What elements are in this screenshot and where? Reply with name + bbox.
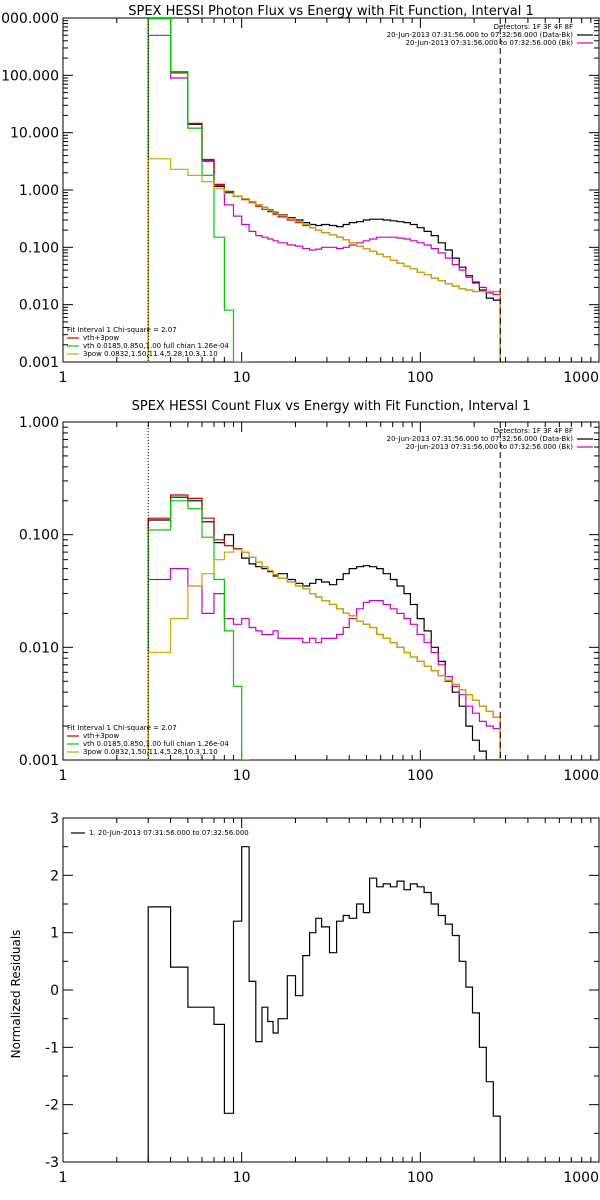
legend-bottom-left-label: 3pow 0.0832,1.50,11.4,5.28,10.3,1.10 bbox=[83, 748, 218, 756]
x-tick-label: 100 bbox=[407, 768, 434, 784]
y-tick-label: 1 bbox=[50, 926, 59, 942]
x-tick-label: 1 bbox=[59, 370, 68, 386]
x-tick-label: 1000 bbox=[563, 768, 599, 784]
count-flux-panel: SPEX HESSI Count Flux vs Energy with Fit… bbox=[19, 399, 600, 784]
x-tick-label: 100 bbox=[407, 1170, 434, 1186]
series-residuals bbox=[147, 846, 501, 1162]
legend-bottom-left-label: vth 0.0185,0.850,1.00 full chian 1.26e-0… bbox=[83, 740, 229, 748]
residuals-y-label: Normalized Residuals bbox=[9, 930, 23, 1059]
y-tick-label: 1.000 bbox=[19, 183, 59, 199]
y-tick-label: 10.000 bbox=[10, 126, 59, 142]
y-tick-label: 0.100 bbox=[19, 240, 59, 256]
residuals-panel: Normalized Residuals 1 10 100 1000 -3 -2 -1 0 1 2… bbox=[9, 811, 600, 1186]
y-tick-label: -1 bbox=[45, 1040, 59, 1056]
legend-bottom-left-label: vth 0.0185,0.850,1.00 full chian 1.26e-0… bbox=[83, 342, 229, 350]
series-vth bbox=[147, 18, 250, 362]
y-tick-label: 0.001 bbox=[19, 355, 59, 371]
x-tick-label: 1 bbox=[59, 1170, 68, 1186]
count-flux-title: SPEX HESSI Count Flux vs Energy with Fit… bbox=[132, 399, 531, 414]
photon-flux-panel: SPEX HESSI Photon Flux vs Energy with Fi… bbox=[0, 4, 600, 386]
legend-bottom-left-label: vth+3pow bbox=[83, 334, 119, 342]
photon-flux-title: SPEX HESSI Photon Flux vs Energy with Fi… bbox=[128, 4, 534, 19]
legend-top-right-label: Detectors: 1F 3F 4F 8F bbox=[494, 23, 573, 31]
y-tick-label: 1000.000 bbox=[0, 11, 59, 27]
series-3pow bbox=[147, 548, 501, 760]
y-tick-label: 0.001 bbox=[19, 753, 59, 769]
legend-top-right-label: 20-Jun-2013 07:31:56.000 to 07:32:56.000… bbox=[387, 435, 574, 443]
series-3pow bbox=[147, 158, 501, 362]
x-tick-label: 10 bbox=[233, 1170, 251, 1186]
y-tick-label: -3 bbox=[45, 1155, 59, 1171]
y-tick-label: -2 bbox=[45, 1098, 59, 1114]
legend-top-right-label: Detectors: 1F 3F 4F 8F bbox=[494, 427, 573, 435]
series-vth bbox=[147, 500, 250, 760]
y-tick-label: 3 bbox=[50, 811, 59, 827]
x-tick-label: 1000 bbox=[563, 370, 599, 386]
y-tick-label: 0.010 bbox=[19, 298, 59, 314]
plot-area bbox=[147, 18, 501, 362]
plot-frame bbox=[62, 421, 600, 761]
x-tick-label: 1 bbox=[59, 768, 68, 784]
legend-top-right-label: 20-Jun-2013 07:31:56.000 to 07:32:56.000… bbox=[387, 31, 574, 39]
series-bk bbox=[147, 34, 501, 362]
y-tick-label: 0.010 bbox=[19, 640, 59, 656]
legend-bottom-left-label: vth+3pow bbox=[83, 732, 119, 740]
legend-top-right-label: 20-Jun-2013 07:31:56.000 to 07:32:56.000… bbox=[406, 443, 574, 451]
y-tick-label: 0.100 bbox=[19, 528, 59, 544]
plot-area bbox=[147, 494, 501, 760]
x-tick-label: 100 bbox=[407, 370, 434, 386]
y-tick-label: 2 bbox=[50, 868, 59, 884]
legend-bottom-left-label: Fit Interval 1 Chi-square = 2.07 bbox=[67, 724, 177, 732]
x-tick-label: 1000 bbox=[563, 1170, 599, 1186]
x-tick-label: 10 bbox=[233, 768, 251, 784]
y-tick-label: 100.000 bbox=[1, 68, 59, 84]
legend-top-right-label: 20-Jun-2013 07:31:56.000 to 07:32:56.000… bbox=[406, 39, 574, 47]
y-tick-label: 1.000 bbox=[19, 415, 59, 431]
legend-bottom-left-label: Fit Interval 1 Chi-square = 2.07 bbox=[67, 326, 177, 334]
x-tick-label: 10 bbox=[233, 370, 251, 386]
y-tick-label: 0 bbox=[50, 983, 59, 999]
plot-area bbox=[147, 846, 501, 1162]
legend-top-left-label: 1. 20-Jun-2013 07:31:56.000 to 07:32:56.… bbox=[89, 829, 249, 837]
legend-bottom-left-label: 3pow 0.0832,1.50,11.4,5.28,10.3,1.10 bbox=[83, 350, 218, 358]
